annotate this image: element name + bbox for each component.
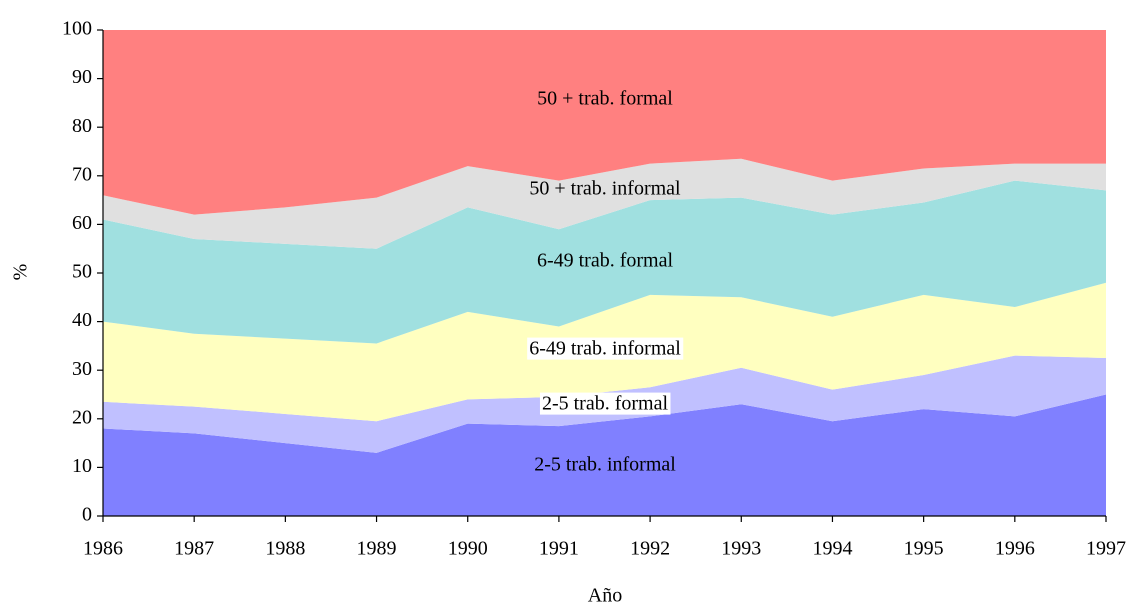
x-tick-label: 1992 [630, 538, 670, 560]
x-tick-label: 1987 [174, 538, 214, 560]
y-tick-label: 60 [72, 212, 92, 234]
area-label: 2-5 trab. formal [542, 393, 669, 415]
y-tick-label: 40 [72, 309, 92, 331]
y-tick-label: 100 [62, 18, 92, 40]
x-tick-label: 1991 [539, 538, 579, 560]
y-axis-label: % [10, 264, 32, 281]
y-tick-label: 80 [72, 115, 92, 137]
area-label: 50 + trab. informal [529, 178, 681, 200]
x-tick-label: 1993 [721, 538, 761, 560]
area [103, 394, 1106, 516]
label-background [539, 392, 671, 415]
x-tick-label: 1995 [904, 538, 944, 560]
x-tick-label: 1988 [265, 538, 305, 560]
x-tick-label: 1990 [448, 538, 488, 560]
x-axis-label: Año [588, 585, 622, 605]
area-label: 6-49 trab. informal [529, 338, 681, 360]
y-tick-label: 0 [82, 504, 92, 526]
x-tick-label: 1996 [995, 538, 1035, 560]
area-label: 6-49 trab. formal [537, 250, 674, 272]
label-background [527, 337, 684, 360]
area-label: 50 + trab. formal [537, 88, 673, 110]
y-tick-label: 90 [72, 66, 92, 88]
x-tick-label: 1989 [357, 538, 397, 560]
area [103, 180, 1106, 344]
area-label: 2-5 trab. informal [534, 454, 676, 476]
y-tick-label: 30 [72, 358, 92, 380]
y-tick-label: 50 [72, 261, 92, 283]
y-tick-label: 70 [72, 163, 92, 185]
x-tick-label: 1986 [83, 538, 123, 560]
y-tick-label: 10 [72, 455, 92, 477]
y-tick-label: 20 [72, 406, 92, 428]
area [103, 30, 1106, 215]
x-tick-label: 1997 [1086, 538, 1126, 560]
area [103, 158, 1106, 249]
x-tick-label: 1994 [812, 538, 852, 560]
